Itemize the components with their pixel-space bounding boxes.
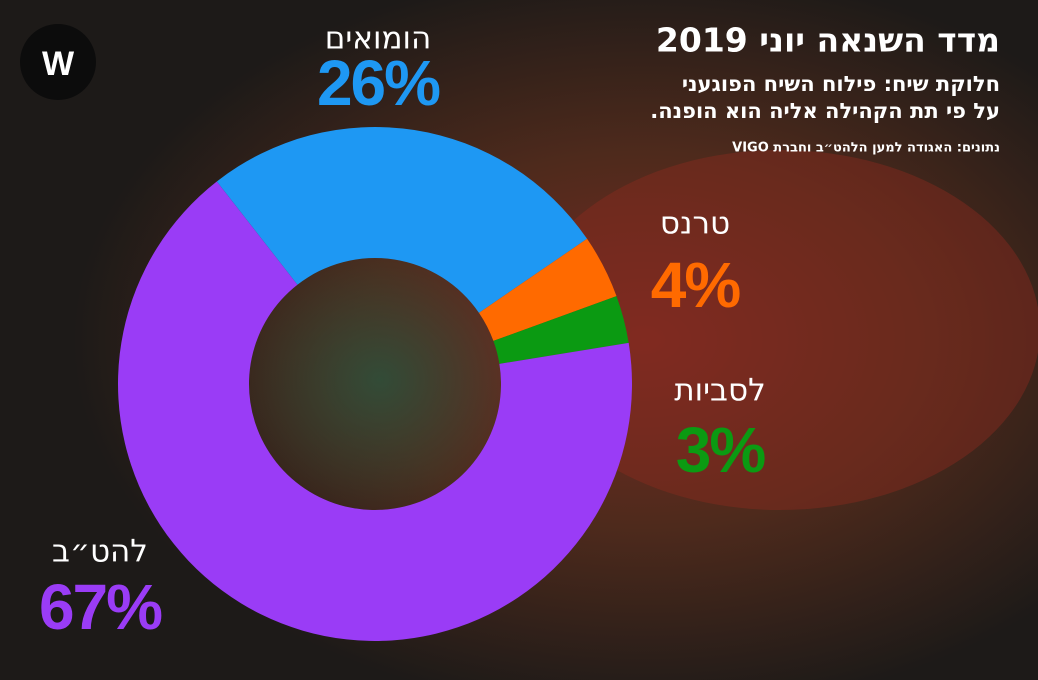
- donut-slice: [118, 181, 633, 641]
- category-label: הומואים: [325, 21, 431, 57]
- source: נתונים: האגודה למען הלהט״ב וחברת VIGO: [732, 141, 1000, 156]
- logo-circle: [20, 24, 96, 100]
- donut-slice: [493, 296, 629, 364]
- value-label: 3%: [676, 414, 766, 486]
- donut-slice: [216, 126, 588, 313]
- subtitle: חלוקת שיח: פילוח השיח הפוגעני: [682, 72, 1000, 96]
- background-flag: [520, 150, 1038, 510]
- value-label: 26%: [317, 47, 440, 119]
- category-label: טרנס: [660, 206, 730, 242]
- value-label: 4%: [651, 249, 741, 321]
- donut: [118, 126, 633, 641]
- title: מדד השנאה יוני 2019: [656, 21, 1000, 60]
- donut-slice: [478, 238, 617, 341]
- subtitle: על פי תת הקהילה אליה הוא הופנה.: [650, 99, 1000, 123]
- category-label: לסביות: [674, 373, 765, 409]
- value-label: 67%: [39, 571, 162, 643]
- category-label: להט״ב: [52, 534, 148, 570]
- logo: W: [42, 45, 75, 83]
- background-shade: [230, 240, 530, 520]
